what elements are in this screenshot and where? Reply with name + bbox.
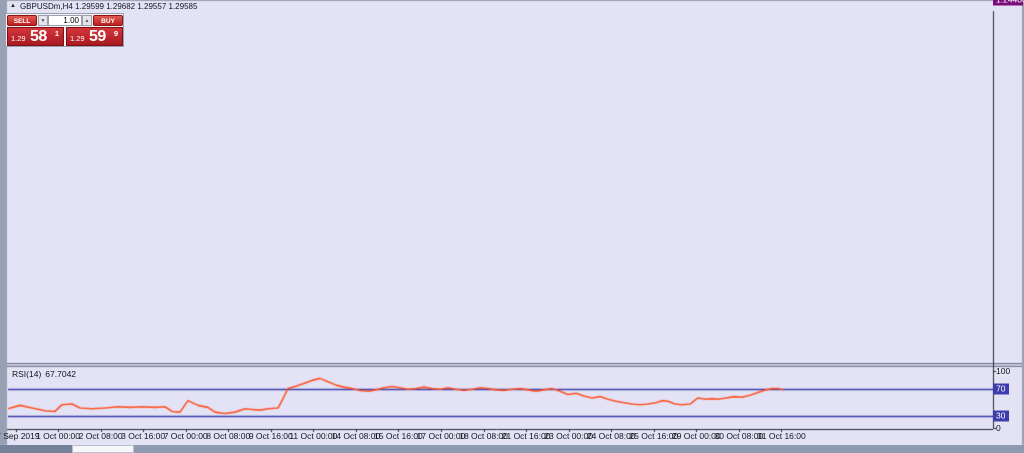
time-tick-label: 15 Oct 16:00 <box>374 431 423 441</box>
rsi-level-label: 70 <box>993 383 1009 394</box>
sell-button[interactable]: SELL <box>7 15 37 26</box>
buy-price-main: 59 <box>89 28 106 45</box>
buy-button[interactable]: BUY <box>93 15 123 26</box>
time-tick-label: 14 Oct 08:00 <box>331 431 381 441</box>
price-level-label: 1.24480 <box>993 0 1024 6</box>
rsi-value: 67.7042 <box>45 369 77 379</box>
rsi-name: RSI(14) <box>12 369 42 379</box>
time-tick-label: 11 Oct 00:00 <box>289 431 338 441</box>
sell-price-main: 58 <box>30 28 47 45</box>
time-tick-label: 31 Oct 16:00 <box>757 431 806 441</box>
buy-price-prefix: 1.29 <box>70 34 85 43</box>
volume-increase-icon[interactable]: ▲ <box>82 15 92 26</box>
time-tick-label: 23 Oct 00:00 <box>544 431 593 441</box>
time-tick-label: 9 Oct 16:00 <box>248 431 293 441</box>
time-tick-label: 2 Oct 08:00 <box>78 431 123 441</box>
scrollbar-thumb[interactable] <box>72 445 134 453</box>
chart-title: GBPUSDm,H4 1.29599 1.29682 1.29557 1.295… <box>19 1 198 11</box>
rsi-scale-label: 0 <box>996 423 1001 433</box>
sell-price-prefix: 1.29 <box>11 34 26 43</box>
sell-price-box[interactable]: 1.29 58 1 <box>7 27 64 46</box>
time-tick-label: 3 Oct 16:00 <box>121 431 166 441</box>
rsi-scale-label: 100 <box>996 366 1011 376</box>
time-tick-label: 29 Oct 00:00 <box>671 431 721 441</box>
time-tick-label: 17 Oct 00:00 <box>416 431 466 441</box>
time-tick-label: 7 Oct 00:00 <box>163 431 208 441</box>
buy-price-box[interactable]: 1.29 59 9 <box>66 27 123 46</box>
trade-panel-row: SELL ▼ 1.00 ▲ BUY <box>6 14 123 27</box>
time-tick-label: 27 Sep 2019 <box>0 431 40 441</box>
sell-price-pip: 1 <box>54 29 59 38</box>
scrollbar-track-used <box>0 445 72 453</box>
horizontal-scrollbar[interactable] <box>0 445 1024 453</box>
volume-input[interactable]: 1.00 <box>48 15 82 26</box>
panel-collapse-icon[interactable]: ▲ <box>10 3 16 9</box>
time-tick-label: 24 Oct 08:00 <box>586 431 636 441</box>
time-tick-label: 21 Oct 16:00 <box>501 431 551 441</box>
rsi-indicator-label: RSI(14) 67.7042 <box>12 369 76 379</box>
rsi-level-label: 30 <box>993 410 1009 421</box>
chart-title-bar: ▲ GBPUSDm,H4 1.29599 1.29682 1.29557 1.2… <box>10 1 197 11</box>
time-tick-label: 8 Oct 08:00 <box>206 431 251 441</box>
volume-decrease-icon[interactable]: ▼ <box>38 15 48 26</box>
time-tick-label: 18 Oct 08:00 <box>459 431 508 441</box>
buy-price-pip: 9 <box>113 29 118 38</box>
time-tick-label: 1 Oct 00:00 <box>36 431 81 441</box>
one-click-trade-panel: SELL ▼ 1.00 ▲ BUY 1.29 58 1 1.29 59 9 <box>5 13 124 47</box>
time-tick-label: 25 Oct 16:00 <box>629 431 679 441</box>
time-tick-label: 30 Oct 08:00 <box>714 431 764 441</box>
